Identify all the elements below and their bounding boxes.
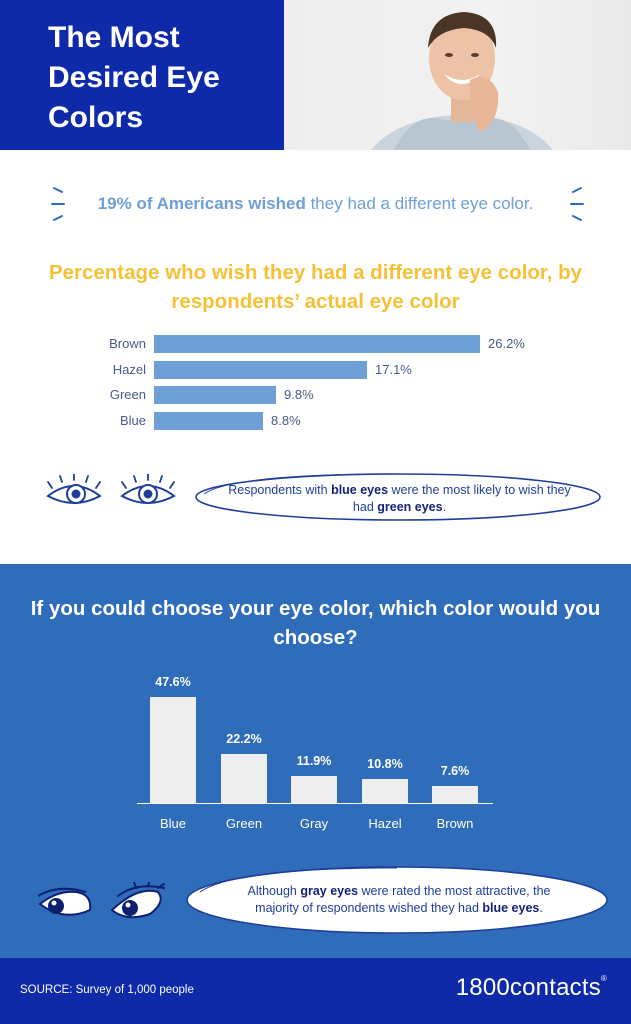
chart1-value-label: 26.2% (488, 336, 525, 351)
chart2-value-label: 47.6% (155, 675, 191, 689)
callout-oval (195, 473, 601, 521)
open-eye-icon (120, 474, 176, 504)
chart1-bar (154, 360, 367, 379)
chart2-category-label: Green (225, 816, 263, 831)
chart2-title: If you could choose your eye color, whic… (30, 597, 601, 649)
chart2-value-label: 11.9% (296, 754, 332, 768)
chart2-bar (150, 697, 196, 803)
chart2-bar (291, 776, 337, 803)
header-title-panel: The Most Desired Eye Colors (0, 0, 284, 150)
chart1-bar (154, 411, 263, 430)
chart2-bar (221, 754, 267, 803)
chart2-category-label: Hazel (368, 816, 402, 831)
callout1-text: Respondents with blue eyes were the most… (228, 483, 571, 514)
chart1-title: Percentage who wish they had a different… (48, 261, 583, 313)
callout-blue-eyes: Respondents with blue eyes were the most… (192, 470, 604, 524)
man-laughing-illustration (371, 12, 553, 150)
chart2-value-label: 22.2% (226, 732, 262, 746)
chart1-category-label: Green (109, 387, 146, 402)
chart1-value-label: 8.8% (271, 412, 301, 428)
source-note: SOURCE: Survey of 1,000 people (20, 984, 194, 996)
chart2-category-label: Gray (299, 816, 329, 831)
stat-rest: they had a different eye color. (305, 194, 534, 213)
chart1-category-label: Brown (109, 336, 146, 351)
chart2-value-label: 7.6% (440, 764, 470, 778)
callout-oval (186, 866, 608, 934)
chart1-category-label: Blue (119, 412, 146, 428)
chart1-bar (154, 386, 276, 404)
header-photo (284, 0, 631, 150)
chart2-bar (432, 786, 478, 803)
footer: SOURCE: Survey of 1,000 people 1800conta… (0, 958, 631, 1024)
chart1-bar (154, 335, 480, 353)
chart2-bar (362, 779, 408, 803)
chart1-value-label: 9.8% (284, 387, 314, 402)
emphasis-marks-left-icon (51, 187, 65, 221)
chart2-baseline (137, 803, 493, 804)
side-eye-icon (110, 882, 165, 919)
section-choose-eye-color: If you could choose your eye color, whic… (0, 564, 631, 958)
callout-gray-eyes: Although gray eyes were rated the most a… (184, 864, 610, 936)
header: The Most Desired Eye Colors (0, 0, 631, 150)
stat-statement: 19% of Americans wished they had a diffe… (0, 194, 631, 214)
callout2-text: Although gray eyes were rated the most a… (247, 884, 551, 915)
chart2-category-label: Brown (436, 816, 474, 831)
stat-bold: 19% of Americans wished (97, 194, 306, 213)
chart1-value-label: 17.1% (375, 361, 412, 377)
emphasis-marks-right-icon (570, 187, 584, 221)
chart1-category-label: Hazel (112, 361, 146, 377)
section-different-eye-color: 19% of Americans wished they had a diffe… (0, 150, 631, 564)
chart2-category-label: Blue (159, 816, 187, 831)
open-eye-icon (46, 474, 102, 504)
side-eye-icon (37, 887, 92, 916)
brand-logo[interactable]: 1800contacts® (455, 974, 607, 1001)
page-title: The Most Desired Eye Colors (48, 21, 220, 134)
chart2-value-label: 10.8% (367, 757, 403, 771)
